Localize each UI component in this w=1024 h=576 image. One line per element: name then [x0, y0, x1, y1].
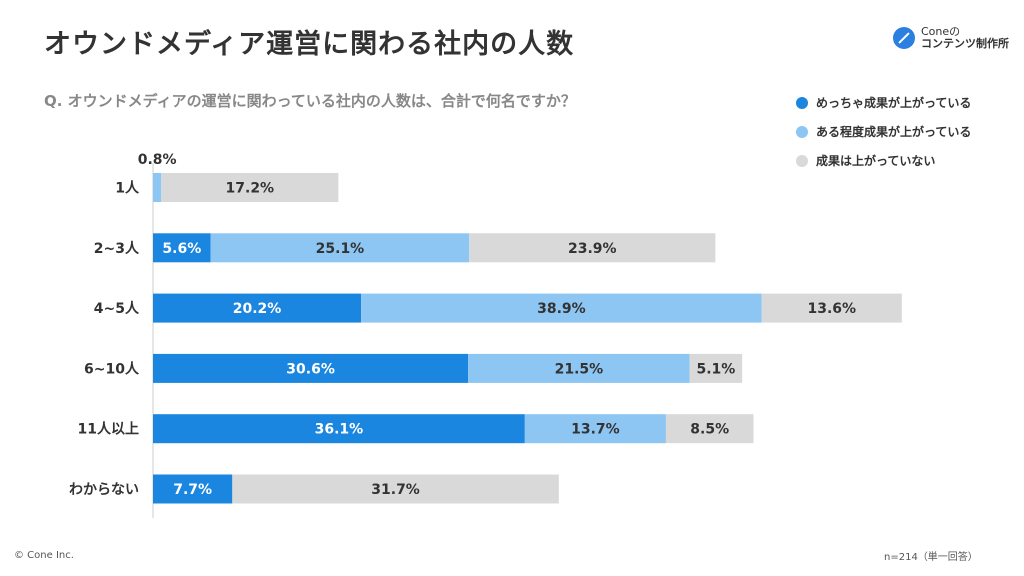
legend-label: めっちゃ成果が上がっている: [816, 96, 972, 110]
bar-segment: [232, 474, 559, 504]
data-label: 0.8%: [138, 152, 177, 168]
logo-bottom-text: コンテンツ制作所: [921, 37, 1009, 51]
bar-segment: [361, 293, 762, 323]
data-label: 17.2%: [226, 181, 275, 197]
legend-dot-icon: [796, 125, 808, 138]
data-label: 20.2%: [233, 301, 282, 317]
legend-label: 成果は上がっていない: [816, 154, 936, 168]
legend-dot-icon: [796, 96, 808, 109]
bar-segment: [161, 173, 339, 202]
data-label: 13.6%: [807, 301, 856, 317]
page-title: オウンドメディア運営に関わる社内の人数: [44, 29, 575, 60]
logo-top-text: Coneの: [921, 25, 961, 38]
data-label: 5.1%: [696, 361, 735, 377]
data-label: 7.7%: [173, 482, 212, 498]
bar-segment: [153, 414, 525, 444]
bar-segment: [153, 293, 362, 323]
data-label: 23.9%: [568, 241, 617, 257]
data-label: 21.5%: [555, 361, 604, 377]
bar-segment: [689, 353, 743, 383]
cone-logo-icon: [893, 27, 915, 50]
bar-segment: [524, 414, 666, 444]
bar-segment: [665, 414, 754, 444]
legend-item: 成果は上がっていない: [796, 146, 971, 175]
category-label: わからない: [69, 482, 139, 498]
bar-segment: [469, 233, 716, 263]
bar-segment: [153, 353, 469, 383]
bar-segment: [153, 233, 211, 263]
logo-text: Coneの コンテンツ制作所: [921, 25, 1009, 51]
data-label: 25.1%: [316, 241, 365, 257]
data-label: 30.6%: [286, 361, 335, 377]
category-label: 11人以上: [78, 421, 139, 438]
bar-segment: [468, 353, 690, 383]
bar-segment: [761, 293, 902, 323]
category-label: 6~10人: [84, 360, 140, 377]
legend-label: ある程度成果が上がっている: [816, 125, 972, 139]
data-label: 13.7%: [571, 422, 620, 438]
category-label: 4~5人: [94, 300, 140, 317]
data-label: 31.7%: [371, 482, 420, 498]
bar-segment: [153, 173, 162, 202]
sample-size-note: n=214（単一回答）: [884, 552, 978, 563]
bar-segment: [210, 233, 470, 263]
data-label: 38.9%: [537, 301, 586, 317]
data-label: 36.1%: [315, 422, 364, 438]
legend-dot-icon: [796, 154, 808, 167]
bar-segment: [153, 474, 233, 504]
chart-legend: めっちゃ成果が上がっている ある程度成果が上がっている 成果は上がっていない: [796, 88, 971, 175]
data-label: 8.5%: [690, 422, 729, 438]
survey-question: Q. オウンドメディアの運営に関わっている社内の人数は、合計で何名ですか？: [44, 92, 576, 110]
category-label: 1人: [115, 180, 140, 197]
company-logo: Coneの コンテンツ制作所: [893, 25, 1009, 51]
copyright-text: © Cone Inc.: [14, 550, 74, 561]
data-label: 5.6%: [162, 241, 201, 257]
legend-item: めっちゃ成果が上がっている: [796, 88, 971, 117]
legend-item: ある程度成果が上がっている: [796, 117, 971, 146]
category-label: 2~3人: [94, 240, 140, 257]
